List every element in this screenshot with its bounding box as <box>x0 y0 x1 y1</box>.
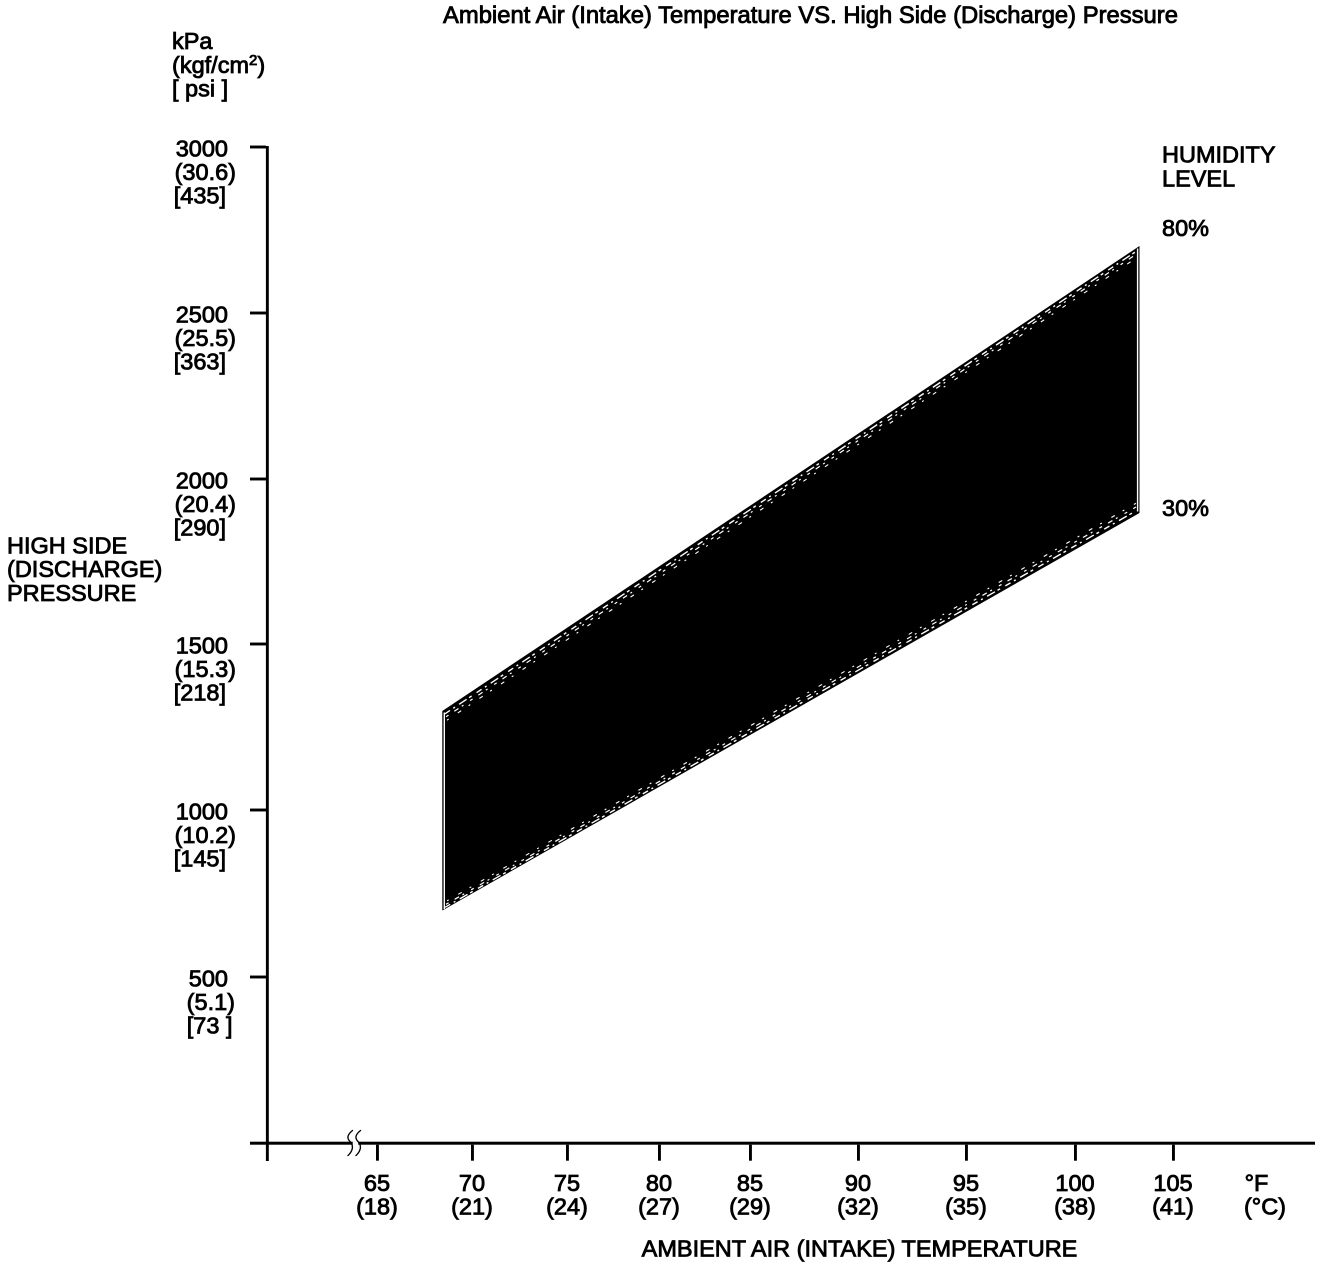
svg-text:2000: 2000 <box>176 468 228 494</box>
svg-text:(21): (21) <box>451 1194 493 1220</box>
svg-text:[ psi ]: [ psi ] <box>172 75 228 101</box>
svg-text:Ambient Air (Intake) Temperatu: Ambient Air (Intake) Temperature VS. Hig… <box>443 2 1178 29</box>
svg-text:°F: °F <box>1245 1170 1269 1196</box>
svg-text:kPa: kPa <box>172 28 213 54</box>
svg-text:85: 85 <box>737 1170 763 1196</box>
svg-text:(30.6): (30.6) <box>175 159 236 185</box>
svg-text:PRESSURE: PRESSURE <box>7 580 136 606</box>
svg-text:65: 65 <box>364 1170 390 1196</box>
svg-text:1500: 1500 <box>176 633 228 659</box>
svg-text:(25.5): (25.5) <box>175 325 236 351</box>
svg-text:1000: 1000 <box>176 799 228 825</box>
svg-text:90: 90 <box>845 1170 871 1196</box>
svg-text:[363]: [363] <box>174 349 226 375</box>
svg-text:AMBIENT AIR (INTAKE) TEMPERATU: AMBIENT AIR (INTAKE) TEMPERATURE <box>642 1236 1078 1262</box>
svg-text:70: 70 <box>459 1170 485 1196</box>
svg-text:105: 105 <box>1153 1170 1192 1196</box>
svg-text:75: 75 <box>554 1170 580 1196</box>
svg-text:(DISCHARGE): (DISCHARGE) <box>7 556 162 582</box>
svg-text:(29): (29) <box>729 1194 771 1220</box>
svg-text:(20.4): (20.4) <box>175 491 236 517</box>
svg-text:(°C): (°C) <box>1244 1194 1286 1220</box>
svg-text:(38): (38) <box>1054 1194 1096 1220</box>
svg-text:30%: 30% <box>1162 495 1209 521</box>
svg-text:(35): (35) <box>945 1194 987 1220</box>
svg-text:(41): (41) <box>1152 1194 1194 1220</box>
svg-text:[290]: [290] <box>174 515 226 541</box>
svg-text:(18): (18) <box>356 1194 398 1220</box>
svg-text:500: 500 <box>189 966 228 992</box>
svg-text:HIGH SIDE: HIGH SIDE <box>7 533 127 559</box>
svg-text:2500: 2500 <box>176 302 228 328</box>
svg-text:80%: 80% <box>1162 215 1209 241</box>
svg-text:(5.1): (5.1) <box>187 989 235 1015</box>
svg-text:[435]: [435] <box>174 183 226 209</box>
svg-text:[218]: [218] <box>174 680 226 706</box>
svg-text:3000: 3000 <box>176 136 228 162</box>
svg-text:[73 ]: [73 ] <box>187 1013 233 1039</box>
svg-text:(24): (24) <box>546 1194 588 1220</box>
svg-text:LEVEL: LEVEL <box>1162 165 1235 191</box>
svg-text:100: 100 <box>1055 1170 1094 1196</box>
svg-text:(27): (27) <box>638 1194 680 1220</box>
svg-text:[145]: [145] <box>174 846 226 872</box>
svg-text:95: 95 <box>953 1170 979 1196</box>
svg-text:(32): (32) <box>837 1194 879 1220</box>
svg-text:(15.3): (15.3) <box>175 656 236 682</box>
svg-text:HUMIDITY: HUMIDITY <box>1162 142 1276 168</box>
svg-text:80: 80 <box>646 1170 672 1196</box>
svg-text:(10.2): (10.2) <box>175 822 236 848</box>
